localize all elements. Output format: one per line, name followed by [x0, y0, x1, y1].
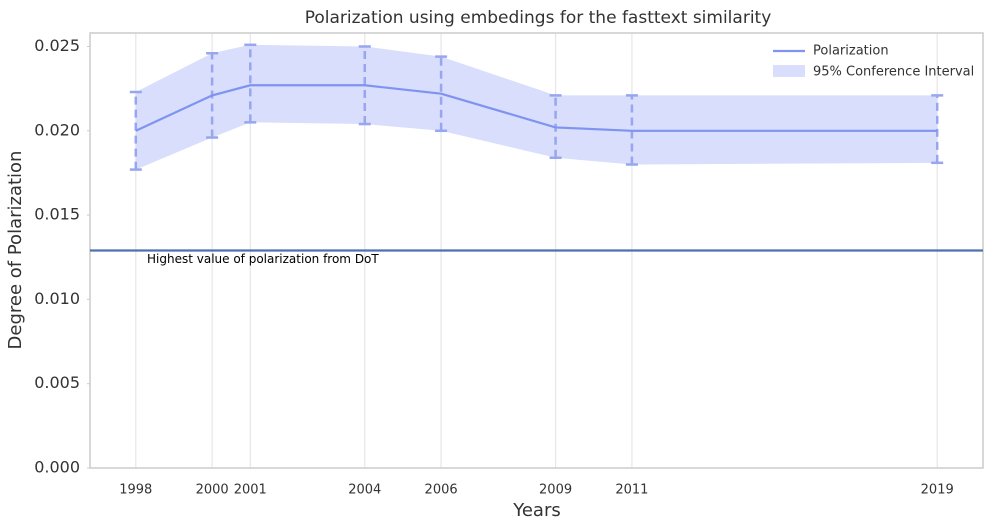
x-tick-label: 2004	[348, 483, 381, 498]
x-tick-label: 2009	[539, 483, 572, 498]
x-tick-label: 2006	[425, 483, 458, 498]
confidence-band	[135, 44, 938, 170]
chart-title: Polarization using embedings for the fas…	[305, 8, 772, 28]
error-bar	[244, 43, 257, 124]
y-tick-label: 0.000	[34, 458, 80, 477]
legend-label: Polarization	[813, 44, 889, 59]
error-bar	[129, 90, 142, 171]
y-tick-label: 0.015	[34, 205, 80, 224]
legend-label: 95% Conference Interval	[813, 65, 974, 80]
x-axis-label: Years	[512, 500, 561, 520]
y-axis-label: Degree of Polarization	[5, 151, 26, 350]
x-tick-label: 2001	[234, 483, 267, 498]
error-bar	[358, 45, 371, 126]
error-bar	[435, 55, 448, 133]
y-tick-label: 0.020	[34, 120, 80, 139]
x-tick-label: 2019	[921, 483, 954, 498]
x-tick-label: 1998	[119, 483, 152, 498]
legend-swatch	[773, 65, 805, 77]
x-tick-label: 2011	[615, 483, 648, 498]
y-tick-label: 0.010	[34, 289, 80, 308]
error-bar	[625, 94, 638, 166]
annotation: Highest value of polarization from DoT	[147, 252, 379, 266]
y-tick-label: 0.025	[34, 36, 80, 55]
series-line	[135, 84, 938, 132]
error-bar	[931, 94, 944, 165]
y-tick-label: 0.005	[34, 373, 80, 392]
x-tick-label: 2000	[196, 483, 229, 498]
